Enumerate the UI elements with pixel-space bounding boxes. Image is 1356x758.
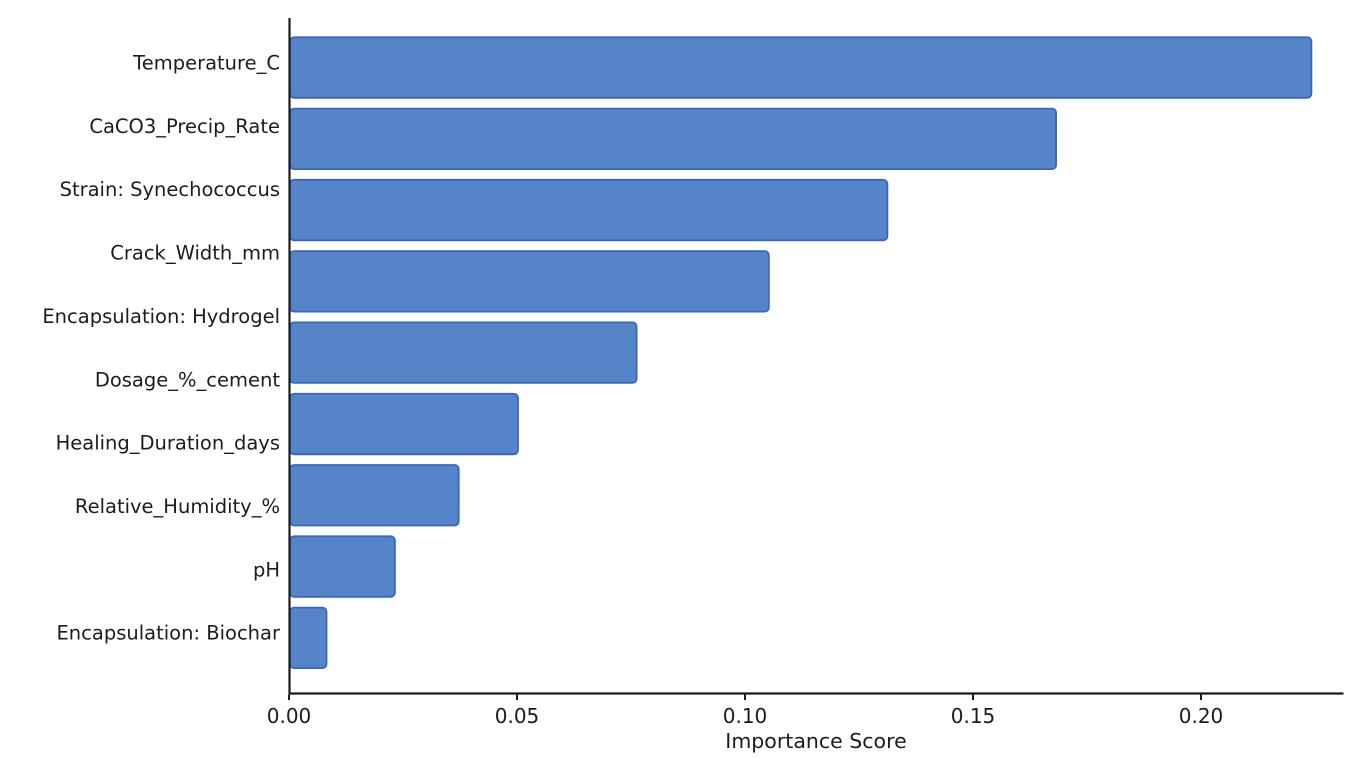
- x-tick-label: 0.20: [1179, 704, 1224, 728]
- bar: [289, 36, 1313, 99]
- bars-group: [289, 36, 1313, 669]
- axes-group: [288, 18, 1344, 695]
- y-tick-label: Healing_Duration_days: [56, 432, 280, 455]
- bar: [289, 392, 519, 456]
- x-axis-title: Importance Score: [725, 729, 906, 753]
- x-tick-label: 0.10: [723, 704, 768, 728]
- y-tick-label: Crack_Width_mm: [110, 242, 280, 265]
- x-tick-label: 0.15: [951, 704, 996, 728]
- y-tick-labels-group: Temperature_C CaCO3_Precip_Rate Strain: Sy…: [42, 52, 281, 645]
- x-tick-label: 0.05: [495, 704, 540, 728]
- x-ticks-group: 0.00 0.05 0.10 0.15 0.20: [267, 694, 1224, 728]
- y-tick-label: pH: [253, 558, 280, 581]
- bar: [289, 606, 328, 669]
- y-tick-label: Dosage_%_cement: [95, 368, 281, 391]
- bar: [289, 535, 396, 598]
- bar: [289, 464, 460, 527]
- y-tick-label: Encapsulation: Biochar: [56, 622, 280, 645]
- y-tick-label: Strain: Synechococcus: [60, 178, 280, 201]
- y-tick-label: Encapsulation: Hydrogel: [42, 305, 280, 328]
- bar: [289, 321, 638, 384]
- y-tick-label: Temperature_C: [132, 52, 280, 75]
- bar: [289, 107, 1057, 170]
- y-tick-label: CaCO3_Precip_Rate: [89, 115, 280, 138]
- y-tick-label: Relative_Humidity_%: [75, 495, 280, 518]
- bar: [289, 250, 770, 313]
- x-tick-label: 0.00: [267, 704, 312, 728]
- bar: [289, 178, 889, 242]
